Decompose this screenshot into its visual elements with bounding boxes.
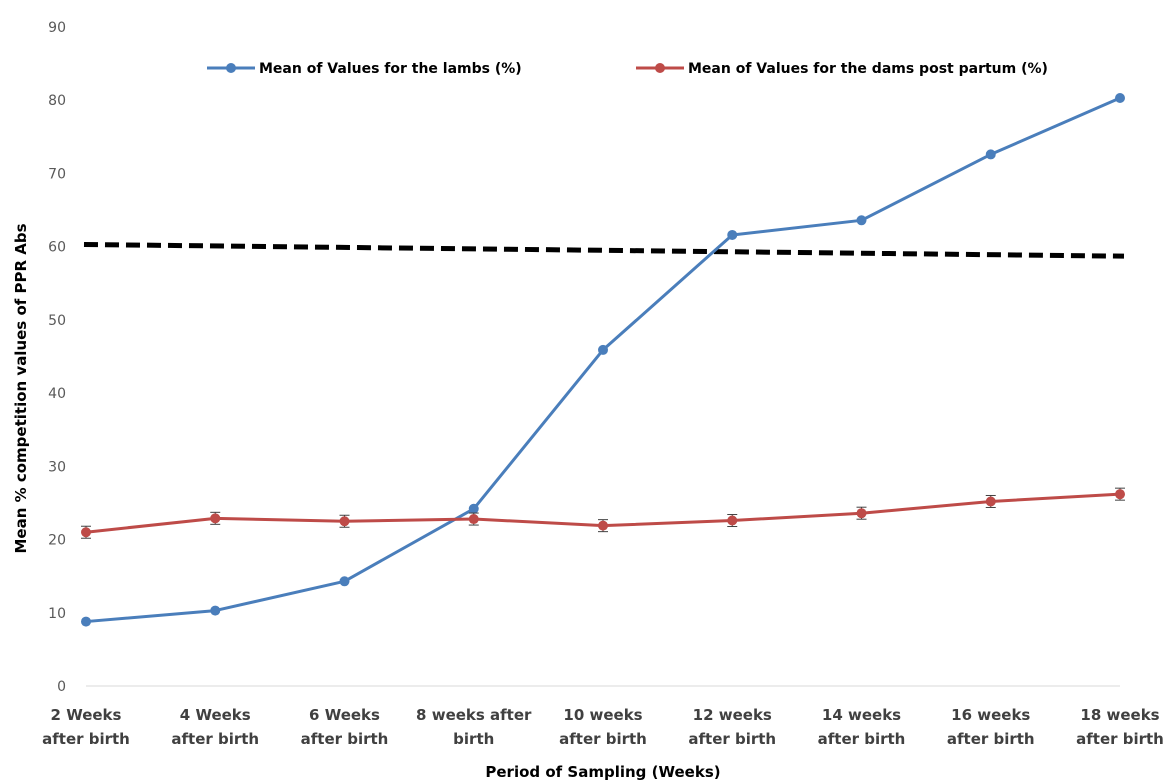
x-tick-label-line: 14 weeks xyxy=(822,706,901,724)
series-line xyxy=(85,96,1121,624)
x-tick-label: 2 Weeks after birth xyxy=(42,706,130,748)
series-2 xyxy=(81,487,1125,539)
x-tick-label-line: after birth xyxy=(947,730,1035,748)
y-tick-label: 30 xyxy=(48,459,66,475)
legend-label: Mean of Values for the lambs (%) xyxy=(259,61,522,77)
y-tick-label: 20 xyxy=(48,533,66,549)
x-axis-title: Period of Sampling (Weeks) xyxy=(485,763,720,781)
x-tick-label: 14 weeks after birth xyxy=(818,706,906,748)
data-point xyxy=(1115,93,1125,104)
threshold-dashed-line xyxy=(83,241,1125,259)
x-tick-label-line: 4 Weeks xyxy=(180,706,251,724)
x-tick-label-line: 18 weeks xyxy=(1080,706,1159,724)
x-tick-label-line: 12 weeks xyxy=(693,706,772,724)
x-tick-label-line: after birth xyxy=(171,730,259,748)
y-tick-label: 60 xyxy=(48,240,66,256)
x-tick-label-line: after birth xyxy=(688,730,776,748)
data-point xyxy=(210,513,221,524)
data-point xyxy=(210,605,221,616)
x-tick-label-line: after birth xyxy=(301,730,389,748)
x-tick-label-line: 2 Weeks xyxy=(51,706,122,724)
y-tick-label: 10 xyxy=(48,606,66,622)
x-tick-label-line: after birth xyxy=(818,730,906,748)
y-tick-label: 80 xyxy=(48,93,66,109)
legend-swatch-marker xyxy=(655,63,665,73)
x-tick-label: 6 Weeks after birth xyxy=(301,706,389,748)
y-tick-label: 50 xyxy=(48,313,66,329)
data-point xyxy=(727,515,738,526)
data-point xyxy=(81,616,91,627)
data-point xyxy=(598,344,608,355)
legend: Mean of Values for the lambs (%) Mean of … xyxy=(207,61,1048,77)
x-tick-label-line: after birth xyxy=(42,730,130,748)
data-point xyxy=(856,215,867,226)
x-tick-label-line: 6 Weeks xyxy=(309,706,380,724)
data-point xyxy=(727,229,738,240)
data-point xyxy=(339,576,350,587)
data-point xyxy=(1115,489,1125,500)
x-tick-label-line: birth xyxy=(453,730,494,748)
x-tick-label-line: 10 weeks xyxy=(563,706,642,724)
x-tick-label-line: 16 weeks xyxy=(951,706,1030,724)
y-tick-label: 90 xyxy=(48,20,66,36)
x-tick-label: 12 weeks after birth xyxy=(688,706,776,748)
data-point xyxy=(598,520,608,531)
y-tick-label: 0 xyxy=(57,679,66,695)
data-point xyxy=(468,503,479,514)
x-tick-label: 16 weeks after birth xyxy=(947,706,1035,748)
legend-swatch-marker xyxy=(226,63,236,73)
y-tick-label: 40 xyxy=(48,386,66,402)
y-tick-label: 70 xyxy=(48,166,66,182)
legend-label: Mean of Values for the dams post partum … xyxy=(688,61,1048,77)
data-point xyxy=(856,508,867,519)
x-tick-label: 10 weeks after birth xyxy=(559,706,647,748)
x-tick-label: 8 weeks after birth xyxy=(416,706,532,748)
x-tick-label-line: after birth xyxy=(1076,730,1164,748)
x-tick-label: 4 Weeks after birth xyxy=(171,706,259,748)
y-axis-title: Mean % competition values of PPR Abs xyxy=(12,223,30,553)
x-tick-label-line: 8 weeks after xyxy=(416,706,532,724)
data-point xyxy=(985,149,996,160)
data-point xyxy=(468,514,479,525)
x-tick-label: 18 weeks after birth xyxy=(1076,706,1164,748)
data-point xyxy=(81,527,91,538)
data-point xyxy=(985,496,996,507)
series-1 xyxy=(81,93,1125,627)
x-tick-label-line: after birth xyxy=(559,730,647,748)
data-point xyxy=(339,516,350,527)
series-layer xyxy=(81,93,1125,627)
y-axis-ticks: 0 10 20 30 40 50 60 70 80 90 xyxy=(48,20,66,695)
